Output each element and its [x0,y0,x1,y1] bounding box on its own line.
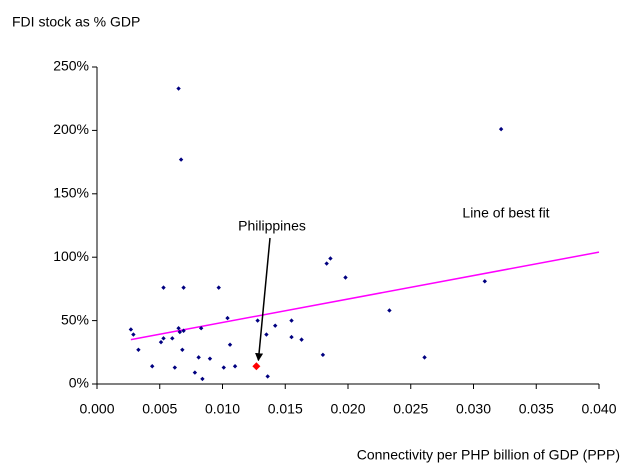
point [172,365,178,370]
point [289,318,294,323]
point [299,337,304,342]
point [131,332,136,337]
x-tick-label: 0.010 [205,401,240,417]
point [324,261,329,266]
point [289,334,294,340]
x-tick-label: 0.020 [330,401,365,417]
trendline-label: Line of best fit [462,205,549,221]
point [387,308,392,313]
y-tick-label: 100% [53,248,89,264]
point [320,352,326,358]
point [498,126,504,132]
point [158,339,164,345]
x-tick-label: 0.000 [79,401,114,417]
point [232,364,238,369]
point [255,318,260,323]
point [264,332,269,337]
point [198,326,204,331]
point [192,370,198,375]
x-tick-label: 0.015 [268,401,303,417]
point [128,327,134,332]
highlight-point [252,362,261,371]
point [422,355,427,360]
point [328,256,333,261]
point [207,356,213,361]
point [227,342,233,347]
y-tick-label: 150% [53,185,89,201]
point [181,285,186,290]
point [176,86,181,91]
point [225,315,230,321]
highlight-label: Philippines [238,218,306,234]
point [176,326,181,331]
point [177,329,183,335]
x-axis-title: Connectivity per PHP billion of GDP (PPP… [357,447,620,463]
point [265,374,270,379]
arrow [255,237,271,362]
point [150,364,155,369]
point [178,157,184,162]
y-tick-label: 250% [53,58,89,74]
x-tick-label: 0.025 [393,401,428,417]
y-tick-label: 200% [53,121,89,137]
point [196,355,201,360]
point [161,285,166,290]
point [221,365,226,370]
point [273,323,278,328]
point [170,336,175,341]
x-tick-label: 0.035 [519,401,554,417]
x-tick-label: 0.040 [581,401,616,417]
x-tick-label: 0.030 [456,401,491,417]
point [161,336,166,341]
point [482,279,487,284]
x-tick-label: 0.005 [142,401,177,417]
point [200,376,205,382]
y-tick-label: 0% [69,375,89,391]
y-tick-label: 50% [61,311,89,327]
point [181,328,186,333]
point [180,347,185,352]
point [136,347,141,352]
trendline [130,251,600,341]
y-axis-title: FDI stock as % GDP [12,14,140,30]
point [216,285,221,290]
point [343,275,348,280]
